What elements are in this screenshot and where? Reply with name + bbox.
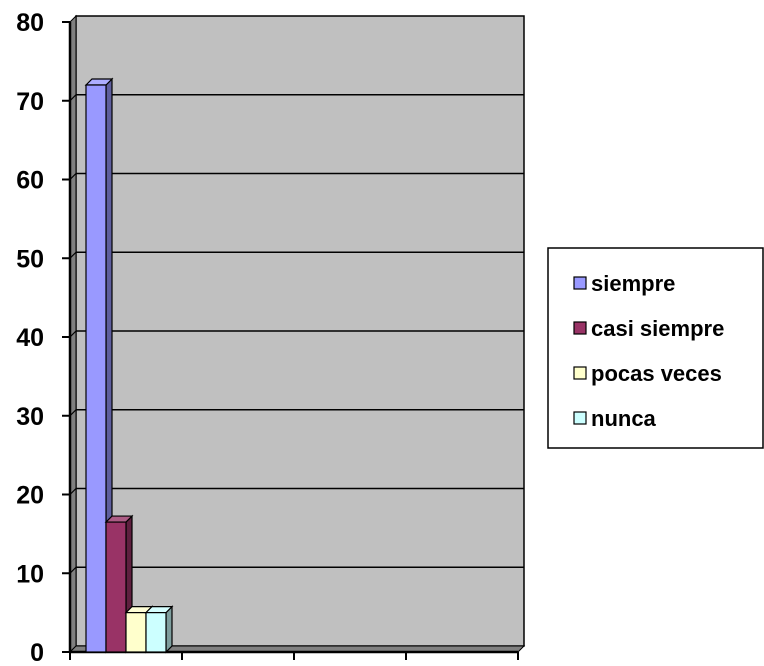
y-tick-label: 70 [16, 88, 44, 116]
legend: siempre casi siempre pocas veces nunca [547, 247, 764, 449]
legend-item: siempre [573, 271, 675, 296]
legend-item: pocas veces [573, 361, 722, 386]
bar-nunca [144, 605, 174, 654]
bar-front [145, 612, 167, 653]
legend-label: pocas veces [591, 361, 722, 386]
legend-swatch [573, 366, 587, 380]
y-tick-label: 50 [16, 245, 44, 273]
y-tick-label: 80 [16, 9, 44, 37]
plot-area [68, 14, 526, 654]
bars [84, 77, 174, 654]
y-tick-label: 20 [16, 482, 44, 510]
bar-front [105, 521, 127, 653]
bar-side [165, 605, 173, 654]
y-tick-label: 10 [16, 560, 44, 588]
legend-label: nunca [591, 406, 657, 431]
y-tick-label: 0 [30, 639, 44, 666]
bar-siempre [84, 77, 114, 654]
y-tick-label: 30 [16, 403, 44, 431]
legend-swatch [573, 411, 587, 425]
bar-front [125, 612, 147, 653]
bar-front [85, 84, 107, 653]
y-tick-label: 60 [16, 167, 44, 195]
legend-swatch [573, 321, 587, 335]
legend-label: casi siempre [591, 316, 724, 341]
legend-swatch [573, 276, 587, 290]
y-tick-label: 40 [16, 324, 44, 352]
legend-item: nunca [573, 406, 657, 431]
legend-item: casi siempre [573, 316, 724, 341]
legend-label: siempre [591, 271, 675, 296]
